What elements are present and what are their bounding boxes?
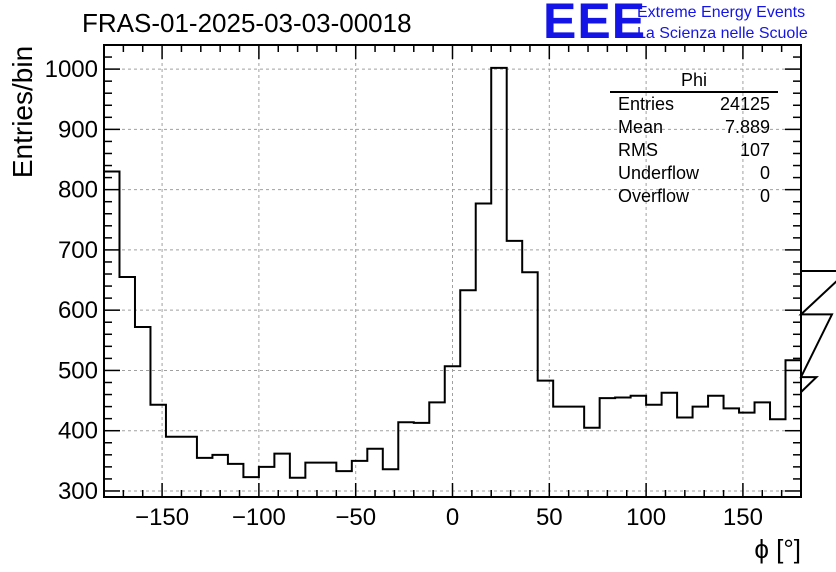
stats-row-rms: RMS 107 — [610, 139, 778, 162]
y-tick-label: 500 — [58, 357, 98, 384]
x-tick-labels: −150 −100 −50 0 50 100 150 — [135, 504, 763, 531]
y-tick-label: 900 — [58, 116, 98, 143]
stats-row-entries: Entries 24125 — [610, 93, 778, 116]
chart-title: FRAS-01-2025-03-03-00018 — [82, 8, 412, 38]
y-axis-label: Entries/bin — [7, 46, 38, 178]
y-tick-label: 600 — [58, 297, 98, 324]
stats-label: Entries — [618, 94, 675, 114]
x-tick-label: 50 — [536, 504, 563, 531]
y-tick-label: 700 — [58, 237, 98, 264]
x-tick-label: −150 — [135, 504, 189, 531]
eee-logo: EEE — [543, 0, 647, 49]
grid-lines — [104, 45, 801, 497]
histogram-line — [104, 66, 836, 479]
logo-line-2: La Scienza nelle Scuole — [637, 25, 808, 42]
stats-label: Underflow — [618, 163, 700, 183]
x-tick-label: 0 — [446, 504, 459, 531]
stats-value: 24125 — [719, 94, 770, 114]
y-tick-label: 400 — [58, 418, 98, 445]
logo-line-1: Extreme Energy Events — [637, 4, 806, 21]
y-tick-labels: 300 400 500 600 700 800 900 1000 — [45, 56, 98, 505]
x-tick-label: −50 — [335, 504, 376, 531]
x-tick-label: 150 — [723, 504, 763, 531]
stats-row-underflow: Underflow 0 — [610, 162, 778, 185]
axis-ticks — [103, 44, 802, 497]
stats-label: Overflow — [618, 186, 690, 206]
stats-row-mean: Mean 7.889 — [610, 116, 778, 139]
stats-value: 107 — [739, 140, 770, 160]
stats-label: Mean — [618, 117, 664, 137]
stats-value: 0 — [759, 163, 770, 183]
x-axis-label: ϕ [°] — [754, 534, 801, 564]
stats-row-overflow: Overflow 0 — [610, 185, 778, 208]
stats-value: 0 — [759, 186, 770, 206]
stats-value: 7.889 — [724, 117, 770, 137]
y-tick-label: 300 — [58, 478, 98, 505]
x-tick-label: 100 — [626, 504, 666, 531]
y-tick-label: 800 — [58, 177, 98, 204]
x-tick-label: −100 — [232, 504, 286, 531]
stats-title: Phi — [610, 69, 778, 93]
y-tick-label: 1000 — [45, 56, 98, 83]
logo-caption: Extreme Energy Events La Scienza nelle S… — [637, 2, 808, 44]
stats-label: RMS — [618, 140, 658, 160]
stats-box: Phi Entries 24125 Mean 7.889 RMS 107 Und… — [610, 69, 778, 208]
